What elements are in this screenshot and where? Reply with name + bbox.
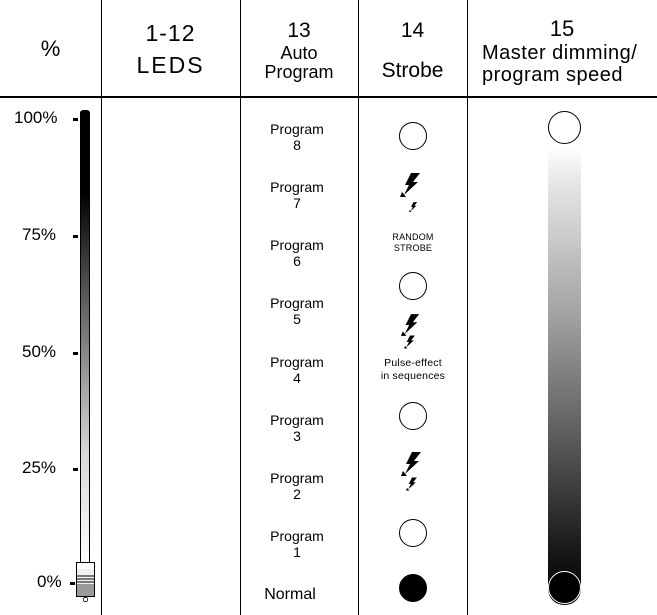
program-6: Program 6 bbox=[257, 237, 337, 269]
header-strobe-number: 14 bbox=[400, 19, 425, 42]
percent-tick-0 bbox=[70, 582, 75, 585]
circle-icon bbox=[548, 571, 581, 604]
column-divider-2 bbox=[240, 0, 241, 615]
header-auto-program-line1: Auto bbox=[280, 43, 318, 63]
random-strobe-line2: STROBE bbox=[393, 242, 433, 253]
circle-icon bbox=[399, 402, 427, 430]
random-strobe-line1: RANDOM bbox=[392, 232, 434, 242]
lightning-bolt-icon bbox=[406, 477, 417, 491]
lightning-bolt-icon bbox=[409, 202, 418, 212]
program-normal: Normal bbox=[264, 586, 316, 603]
percent-tick-25 bbox=[73, 468, 78, 471]
program-1-label: Program bbox=[270, 528, 324, 544]
lightning-bolt-icon bbox=[401, 314, 420, 336]
header-auto-program-number: 13 bbox=[287, 19, 311, 42]
program-7-number: 7 bbox=[293, 195, 301, 212]
percent-tick-75 bbox=[73, 235, 78, 238]
program-5-number: 5 bbox=[293, 311, 301, 328]
percent-tick-100 bbox=[73, 118, 78, 121]
header-leds-number: 1-12 bbox=[145, 20, 196, 46]
fader-track bbox=[80, 110, 90, 566]
program-4: Program 4 bbox=[257, 354, 337, 386]
column-divider-1 bbox=[101, 0, 102, 615]
program-2: Program 2 bbox=[257, 470, 337, 502]
program-1: Program 1 bbox=[257, 528, 337, 560]
circle-icon bbox=[548, 111, 581, 144]
header-master: 15 Master dimming/ program speed bbox=[467, 16, 657, 86]
program-7: Program 7 bbox=[257, 179, 337, 211]
percent-label-75: 75% bbox=[22, 225, 57, 244]
program-8-number: 8 bbox=[293, 137, 301, 154]
percent-label-100: 100% bbox=[14, 108, 58, 127]
header-auto-program: 13 Auto Program bbox=[240, 20, 358, 81]
header-leds: 1-12 LEDS bbox=[101, 22, 240, 77]
header-master-line2: program speed bbox=[482, 64, 624, 86]
program-7-label: Program bbox=[270, 179, 324, 195]
lightning-bolt-icon bbox=[401, 452, 421, 476]
percent-label-25: 25% bbox=[22, 458, 57, 477]
program-1-number: 1 bbox=[293, 544, 301, 561]
program-5-label: Program bbox=[270, 295, 324, 311]
program-8: Program 8 bbox=[257, 121, 337, 153]
dimming-gradient-bar bbox=[548, 111, 581, 605]
circle-icon bbox=[399, 122, 427, 150]
pulse-effect-note: Pulse-effect in sequences bbox=[358, 357, 468, 382]
header-master-number: 15 bbox=[549, 16, 575, 41]
header-master-line1: Master dimming/ bbox=[482, 42, 638, 64]
program-4-number: 4 bbox=[293, 370, 301, 387]
header-strobe-label: Strobe bbox=[381, 59, 444, 82]
pulse-effect-line2: in sequences bbox=[380, 369, 446, 382]
header-strobe: 14 Strobe bbox=[358, 20, 467, 81]
program-3: Program 3 bbox=[257, 412, 337, 444]
lightning-bolt-icon bbox=[400, 173, 420, 197]
program-6-number: 6 bbox=[293, 253, 301, 270]
header-auto-program-line2: Program bbox=[264, 62, 334, 82]
program-6-label: Program bbox=[270, 237, 324, 253]
random-strobe-note: RANDOM STROBE bbox=[358, 232, 468, 254]
lightning-bolt-icon bbox=[404, 335, 415, 349]
percent-scale: 100% 75% 50% 25% 0% bbox=[0, 0, 101, 615]
filled-circle-icon bbox=[399, 574, 427, 602]
circle-icon bbox=[399, 272, 427, 300]
program-3-number: 3 bbox=[293, 428, 301, 445]
program-2-label: Program bbox=[270, 470, 324, 486]
percent-tick-50 bbox=[73, 352, 78, 355]
header-bottom-rule bbox=[0, 96, 657, 98]
circle-icon bbox=[399, 519, 427, 547]
program-4-label: Program bbox=[270, 354, 324, 370]
column-divider-3 bbox=[358, 0, 359, 615]
fader-knob-icon bbox=[76, 562, 95, 603]
header-leds-label: LEDS bbox=[136, 52, 205, 78]
program-5: Program 5 bbox=[257, 295, 337, 327]
percent-label-50: 50% bbox=[22, 342, 57, 361]
header-percent: % bbox=[40, 36, 61, 61]
program-8-label: Program bbox=[270, 121, 324, 137]
column-divider-4 bbox=[467, 0, 468, 615]
program-3-label: Program bbox=[270, 412, 324, 428]
pulse-effect-line1: Pulse-effect bbox=[384, 357, 442, 369]
percent-label-0: 0% bbox=[37, 572, 62, 591]
program-2-number: 2 bbox=[293, 486, 301, 503]
